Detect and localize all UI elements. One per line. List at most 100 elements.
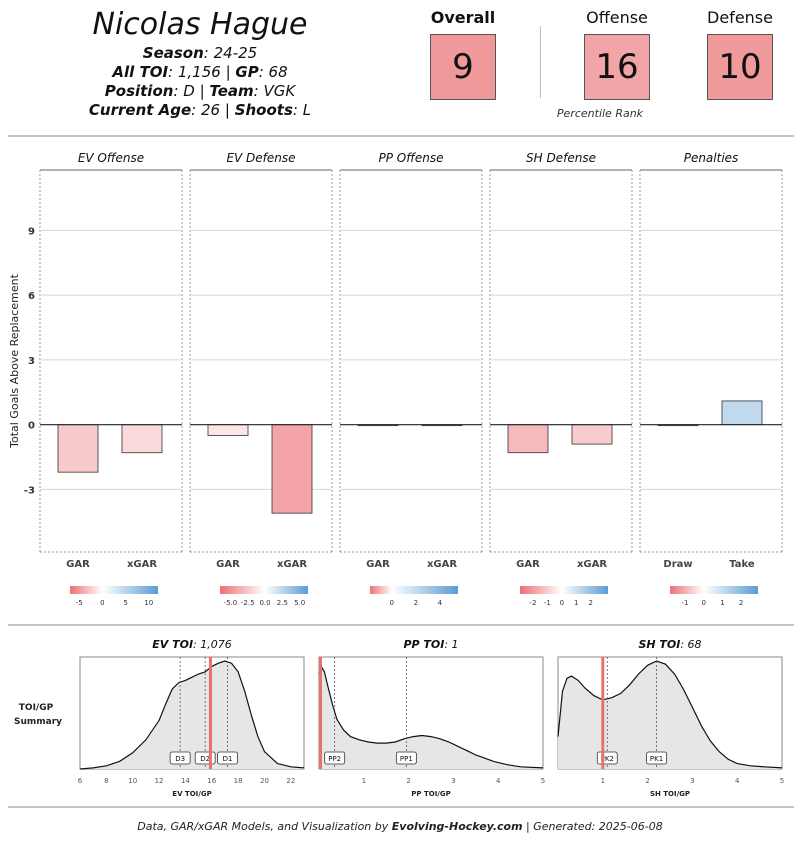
age-value: 26	[201, 101, 221, 119]
x-tick-label: GAR	[366, 559, 390, 570]
position-value: D	[183, 82, 195, 100]
color-legend-bar	[70, 586, 158, 594]
legend-tick-label: -2.5	[241, 599, 255, 607]
marker-label: PP1	[400, 755, 413, 763]
bar-take	[721, 400, 763, 426]
legend-tick-label: 0	[100, 599, 104, 607]
toi-row-label: TOI/GP	[19, 703, 54, 713]
x-axis-label: EV TOI/GP	[172, 790, 211, 798]
toi-title-value: : 68	[680, 638, 701, 651]
marker-label: PP2	[328, 755, 341, 763]
marker-label-box	[646, 751, 667, 765]
x-tick-label: 1	[362, 777, 366, 785]
x-tick-label: xGAR	[427, 559, 457, 570]
x-axis-label: SH TOI/GP	[650, 790, 690, 798]
toi-line: All TOI: 1,156 | GP: 68	[112, 63, 288, 81]
x-tick-label: 2	[406, 777, 410, 785]
x-tick-label: 8	[104, 777, 108, 785]
marker-label: D2	[200, 755, 210, 763]
shoots-label: Shoots	[234, 101, 293, 119]
panel-title: PP Offense	[378, 151, 443, 165]
legend-tick-label: 0	[701, 599, 705, 607]
density-line	[79, 660, 305, 770]
toi-title-label: PP TOI	[403, 638, 444, 651]
legend-tick-label: 1	[574, 599, 578, 607]
age-line: Current Age: 26 | Shoots: L	[88, 101, 312, 119]
y-tick-label: 9	[28, 226, 35, 237]
shoots-value: L	[302, 101, 312, 119]
legend-tick-label: -2	[529, 599, 536, 607]
toi-title-value: : 1	[444, 638, 458, 651]
toi-value: 1,156	[177, 63, 221, 81]
x-axis-label: PP TOI/GP	[411, 790, 450, 798]
legend-tick-label: 1	[720, 599, 724, 607]
gp-label: GP	[235, 63, 259, 81]
toi-title-value: : 1,076	[193, 638, 232, 651]
season-label: Season	[142, 44, 204, 62]
x-tick-label: 5	[541, 777, 545, 785]
legend-tick-label: -1	[681, 599, 688, 607]
marker-label: PK2	[601, 755, 614, 763]
toi-title-label: SH TOI	[638, 638, 680, 651]
x-tick-label: 16	[207, 777, 216, 785]
marker-label-box	[324, 751, 346, 765]
marker-label-box	[169, 751, 191, 765]
color-legend-bar	[220, 586, 308, 594]
metric-offense-value: 16	[584, 34, 650, 100]
x-tick-label: 4	[735, 777, 740, 785]
x-tick-label: 5	[780, 777, 784, 785]
footer-brand: Evolving-Hockey.com	[391, 820, 523, 833]
x-tick-label: GAR	[216, 559, 240, 570]
y-tick-label: 3	[28, 356, 35, 367]
toi-title-label: EV TOI	[152, 638, 193, 651]
bar-xgar	[571, 424, 613, 445]
x-tick-label: xGAR	[577, 559, 607, 570]
legend-tick-label: 0.0	[259, 599, 270, 607]
footer-suffix: | Generated: 2025-06-08	[522, 820, 663, 833]
marker-label: D3	[175, 755, 185, 763]
x-tick-label: xGAR	[127, 559, 157, 570]
legend-tick-label: -1	[544, 599, 551, 607]
x-tick-label: 20	[260, 777, 269, 785]
toi-row-label: Summary	[14, 717, 62, 727]
bar-gar	[507, 424, 549, 454]
y-axis-label: Total Goals Above Replacement	[8, 273, 21, 448]
legend-tick-label: 2	[414, 599, 418, 607]
player-info: Nicolas Hague Season: 24-25 All TOI: 1,1…	[60, 6, 340, 120]
color-legend-bar	[520, 586, 608, 594]
x-tick-label: xGAR	[277, 559, 307, 570]
metric-offense: Offense 16	[572, 8, 662, 100]
panel-title: Penalties	[684, 151, 739, 165]
marker-label: D1	[223, 755, 233, 763]
legend-tick-label: -5.0	[224, 599, 238, 607]
legend-tick-label: 2.5	[277, 599, 288, 607]
team-value: VGK	[263, 82, 296, 100]
x-tick-label: 10	[128, 777, 137, 785]
x-tick-label: 2	[645, 777, 649, 785]
x-tick-label: 4	[496, 777, 501, 785]
x-tick-label: GAR	[66, 559, 90, 570]
y-tick-label: 0	[28, 421, 35, 432]
toi-panel-title: EV TOI: 1,076	[152, 638, 232, 651]
legend-tick-label: 5.0	[294, 599, 305, 607]
footer: Data, GAR/xGAR Models, and Visualization…	[0, 820, 800, 833]
age-label: Current Age	[88, 101, 192, 119]
marker-label-box	[217, 751, 238, 765]
bar-xgar	[121, 424, 163, 454]
x-tick-label: 12	[155, 777, 164, 785]
player-name: Nicolas Hague	[92, 7, 308, 42]
x-tick-label: GAR	[516, 559, 540, 570]
metric-defense-label: Defense	[707, 8, 773, 27]
legend-tick-label: 10	[144, 599, 153, 607]
metric-overall-label: Overall	[430, 8, 496, 27]
panel-title: EV Offense	[78, 151, 144, 165]
gp-value: 68	[268, 63, 288, 81]
marker-label: PK1	[650, 755, 663, 763]
x-tick-label: 14	[181, 777, 190, 785]
season-line: Season: 24-25	[142, 44, 258, 62]
legend-tick-label: 0	[560, 599, 564, 607]
color-legend-bar	[370, 586, 458, 594]
legend-tick-label: 5	[123, 599, 127, 607]
y-tick-label: -3	[24, 485, 35, 496]
